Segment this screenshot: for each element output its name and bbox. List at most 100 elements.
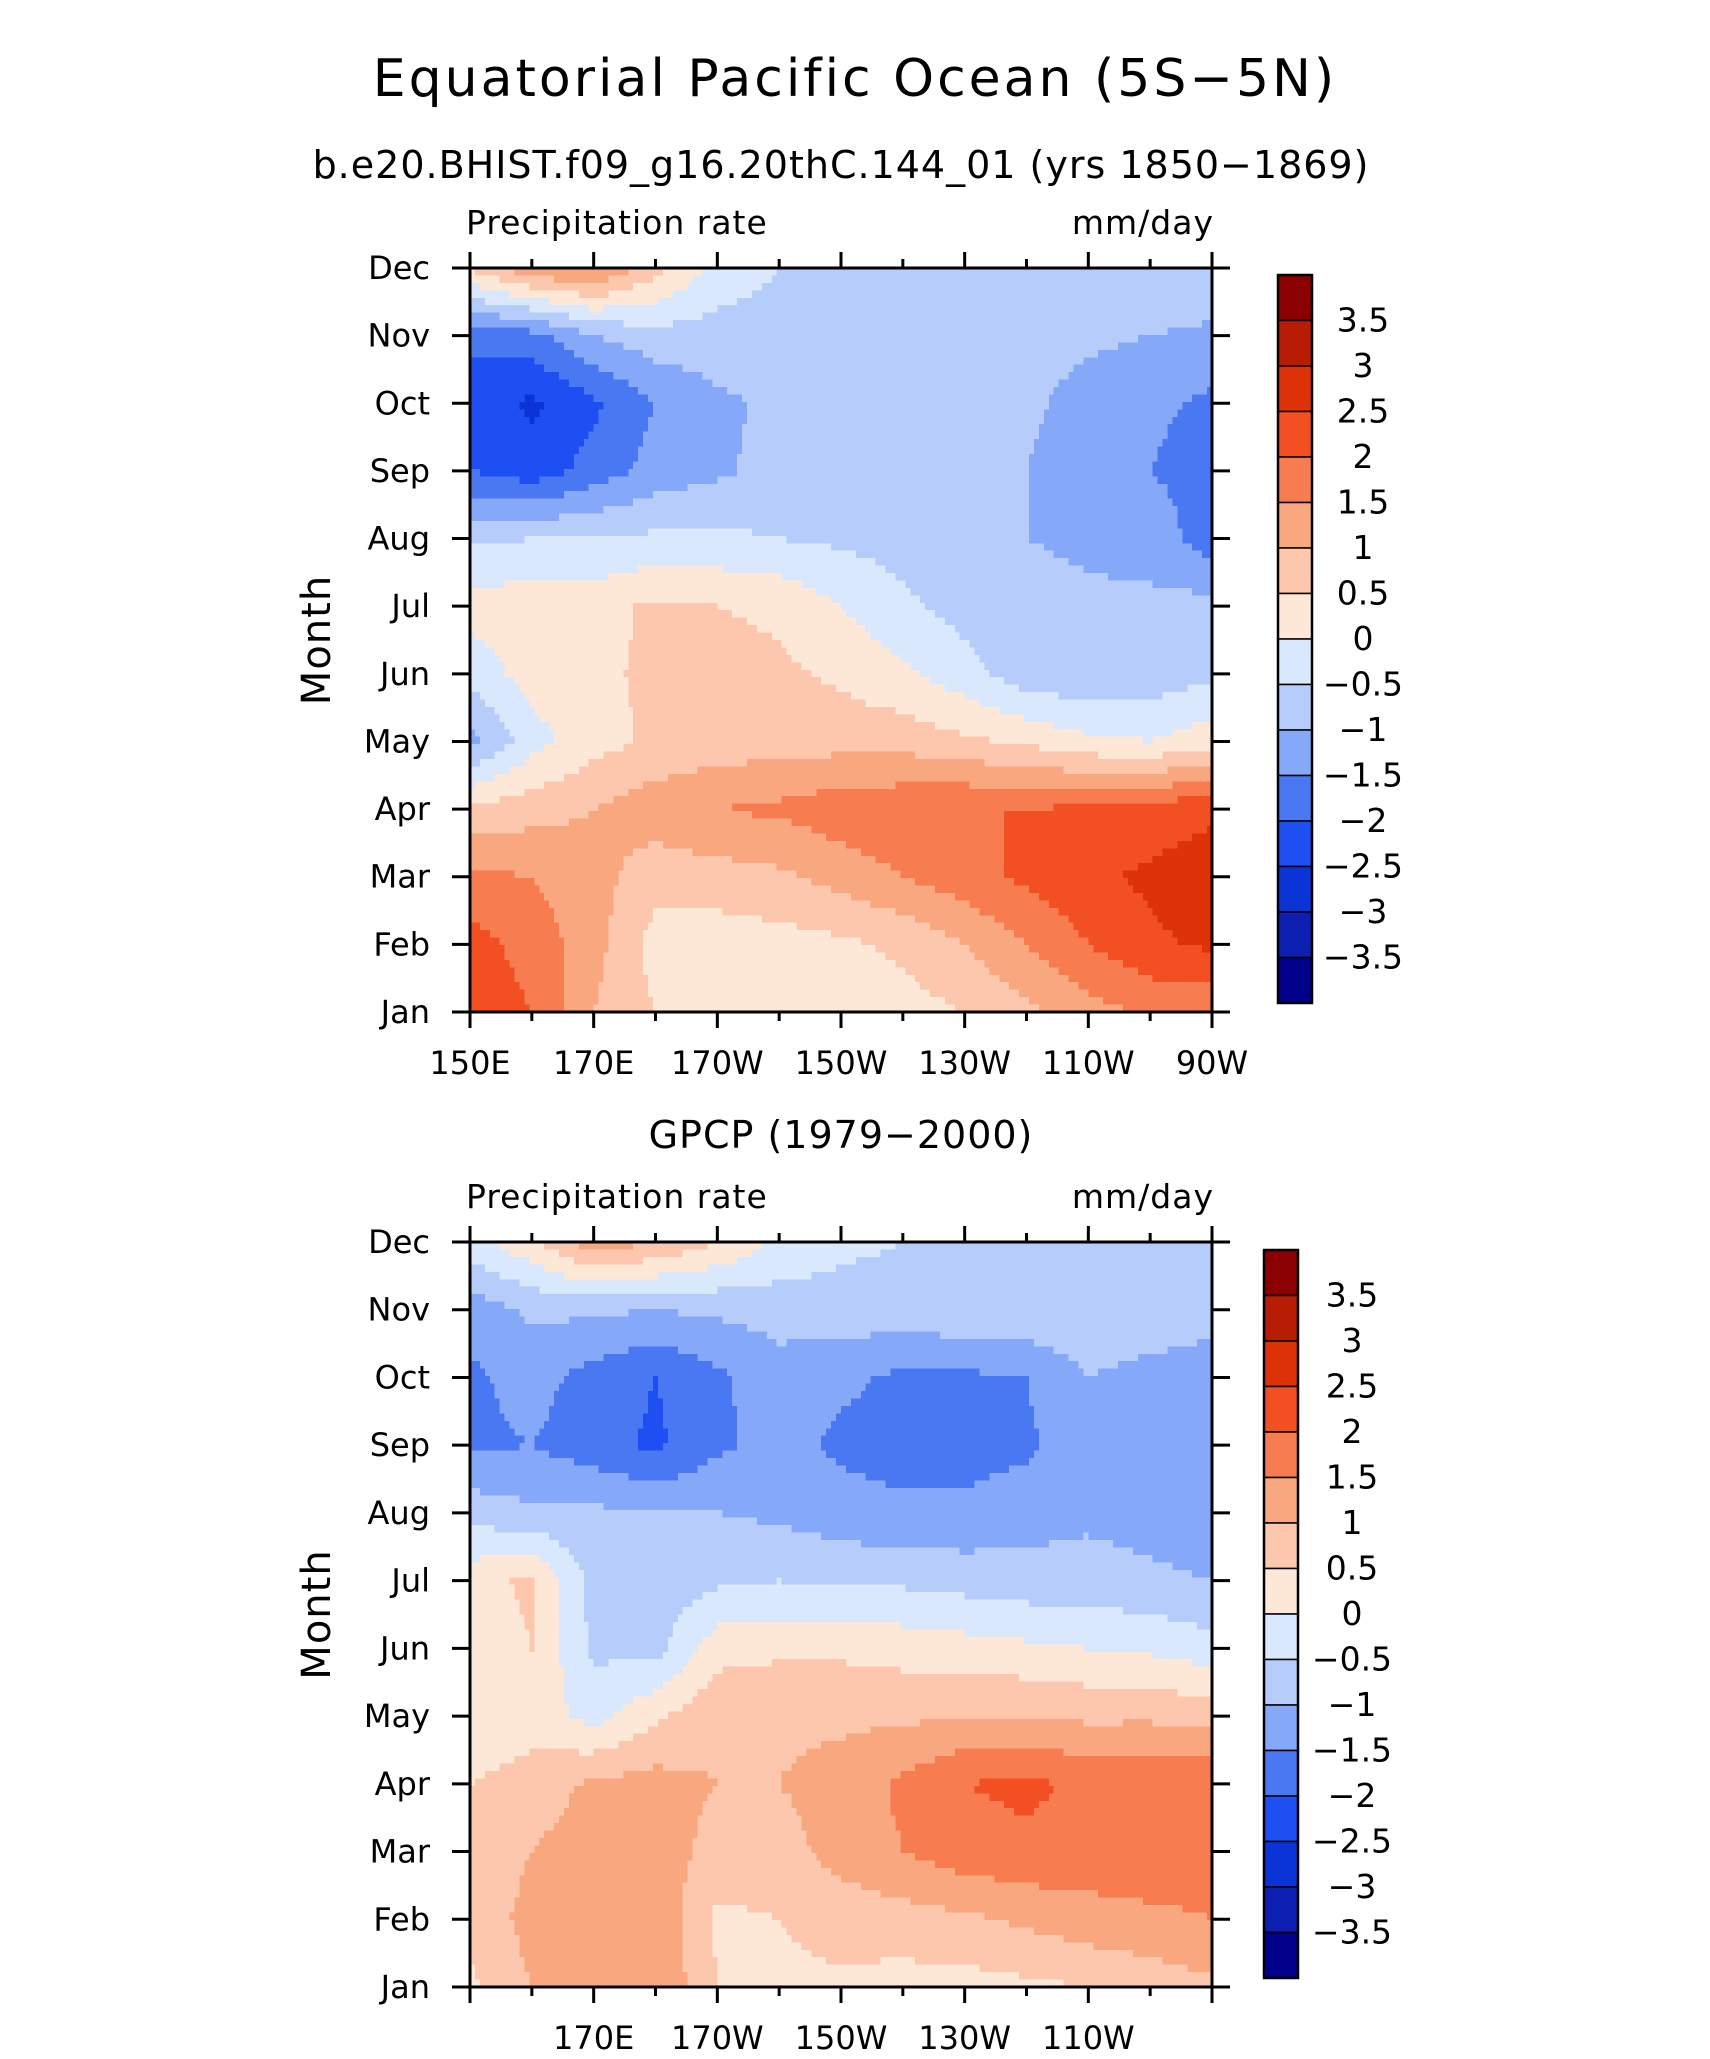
field-cell <box>663 454 669 462</box>
field-cell <box>604 275 610 283</box>
field-cell <box>1098 417 1104 425</box>
field-cell <box>984 484 990 492</box>
field-cell <box>826 491 832 499</box>
field-cell <box>876 342 882 350</box>
field-cell <box>628 469 634 477</box>
field-cell <box>1088 283 1094 291</box>
field-cell <box>1113 424 1119 432</box>
field-cell <box>792 417 798 425</box>
field-cell <box>984 365 990 373</box>
field-cell <box>569 365 575 373</box>
field-cell <box>564 328 570 336</box>
field-cell <box>727 283 733 291</box>
field-cell <box>782 484 788 492</box>
field-cell <box>811 365 817 373</box>
field-cell <box>589 499 595 507</box>
field-cell <box>762 461 768 469</box>
field-cell <box>628 439 634 447</box>
field-cell <box>920 447 926 455</box>
field-cell <box>1029 402 1035 410</box>
field-cell <box>480 484 486 492</box>
field-cell <box>999 380 1005 388</box>
field-cell <box>519 447 525 455</box>
field-cell <box>1064 275 1070 283</box>
field-cell <box>524 402 530 410</box>
field-cell <box>886 484 892 492</box>
field-cell <box>851 365 857 373</box>
field-cell <box>1034 439 1040 447</box>
field-cell <box>732 506 738 514</box>
field-cell <box>1128 342 1134 350</box>
field-cell <box>1167 328 1173 336</box>
field-cell <box>579 514 585 522</box>
field-cell <box>826 320 832 328</box>
field-cell <box>950 283 956 291</box>
field-cell <box>510 506 516 514</box>
field-cell <box>569 372 575 380</box>
field-cell <box>1014 380 1020 388</box>
field-cell <box>663 283 669 291</box>
field-cell <box>777 380 783 388</box>
field-cell <box>1172 283 1178 291</box>
field-cell <box>1059 328 1065 336</box>
field-cell <box>960 320 966 328</box>
field-cell <box>871 305 877 313</box>
field-cell <box>846 313 852 321</box>
field-cell <box>668 357 674 365</box>
field-cell <box>861 275 867 283</box>
field-cell <box>505 387 511 395</box>
field-cell <box>1153 454 1159 462</box>
field-cell <box>1044 350 1050 358</box>
field-cell <box>638 313 644 321</box>
field-cell <box>999 365 1005 373</box>
field-cell <box>584 298 590 306</box>
field-cell <box>767 424 773 432</box>
field-cell <box>722 365 728 373</box>
field-cell <box>505 394 511 402</box>
field-cell <box>940 461 946 469</box>
field-cell <box>683 499 689 507</box>
field-cell <box>920 313 926 321</box>
field-cell <box>980 372 986 380</box>
field-cell <box>480 439 486 447</box>
field-cell <box>1143 305 1149 313</box>
field-cell <box>505 484 511 492</box>
field-cell <box>1128 290 1134 298</box>
field-cell <box>1143 484 1149 492</box>
field-cell <box>989 402 995 410</box>
field-cell <box>856 491 862 499</box>
field-cell <box>688 328 694 336</box>
field-cell <box>975 491 981 499</box>
field-cell <box>495 313 501 321</box>
field-cell <box>594 506 600 514</box>
field-cell <box>1123 447 1129 455</box>
field-cell <box>826 432 832 440</box>
field-cell <box>638 328 644 336</box>
field-cell <box>1108 469 1114 477</box>
field-cell <box>707 499 713 507</box>
field-cell <box>1029 298 1035 306</box>
field-cell <box>693 305 699 313</box>
field-cell <box>752 491 758 499</box>
field-cell <box>505 328 511 336</box>
field-cell <box>910 320 916 328</box>
field-cell <box>1123 402 1129 410</box>
field-cell <box>757 394 763 402</box>
field-cell <box>539 350 545 358</box>
field-cell <box>890 461 896 469</box>
field-cell <box>1044 506 1050 514</box>
field-cell <box>584 275 590 283</box>
field-cell <box>673 424 679 432</box>
field-cell <box>1083 424 1089 432</box>
field-cell <box>757 290 763 298</box>
field-cell <box>826 461 832 469</box>
field-cell <box>772 342 778 350</box>
field-cell <box>1143 275 1149 283</box>
field-cell <box>1024 454 1030 462</box>
field-cell <box>1009 372 1015 380</box>
field-cell <box>881 275 887 283</box>
field-cell <box>1049 506 1055 514</box>
field-cell <box>693 283 699 291</box>
field-cell <box>653 350 659 358</box>
field-cell <box>1064 469 1070 477</box>
